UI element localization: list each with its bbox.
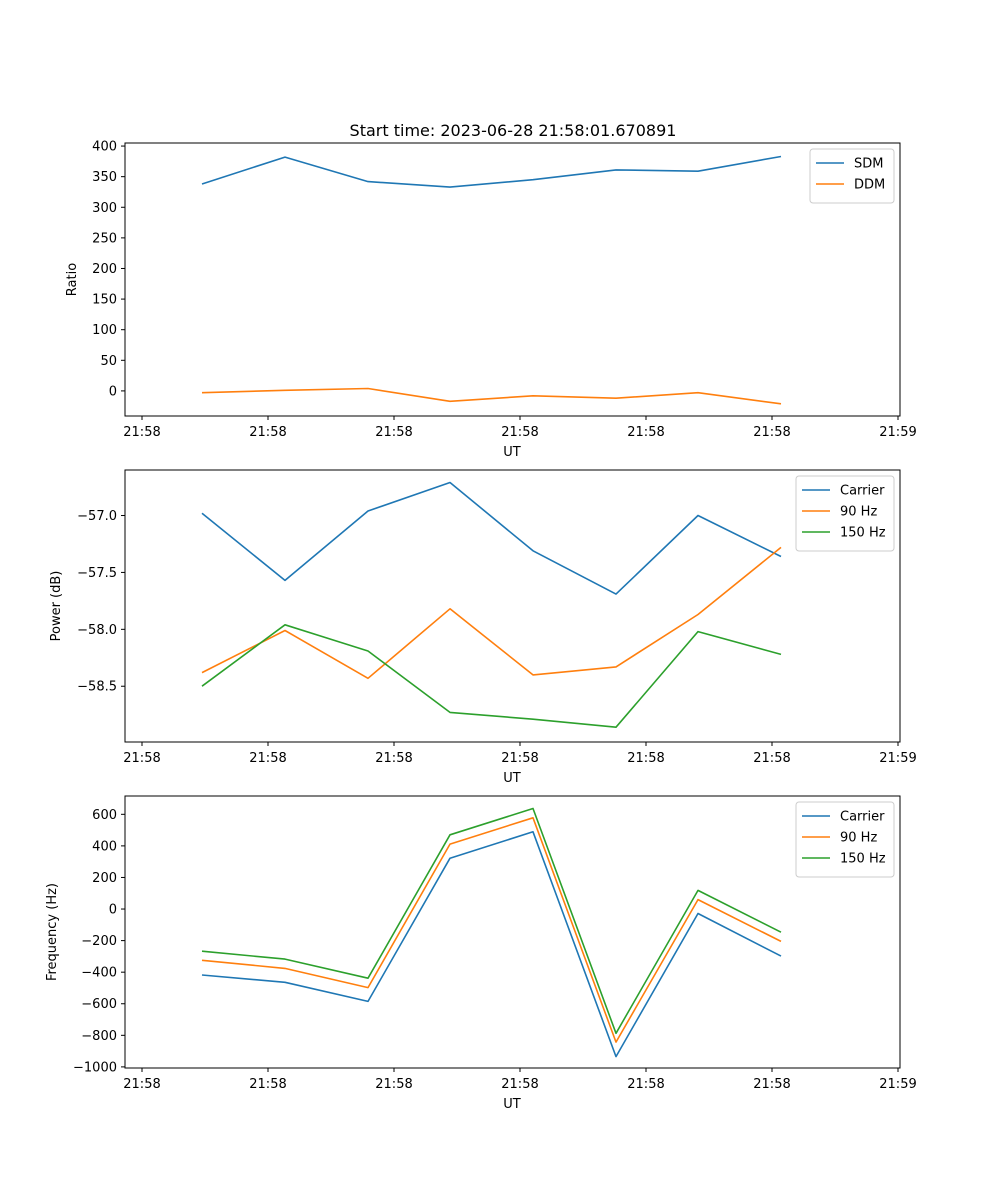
x-tick-label: 21:59 xyxy=(879,425,916,440)
series-line-ddm xyxy=(201,387,782,405)
y-axis-label: Ratio xyxy=(65,263,80,296)
legend-label: SDM xyxy=(854,157,883,172)
y-axis-label: Power (dB) xyxy=(49,571,64,642)
x-tick-label: 21:58 xyxy=(375,425,412,440)
x-tick-label: 21:58 xyxy=(249,751,286,766)
series-line-sdm xyxy=(201,155,782,188)
legend-label: Carrier xyxy=(840,484,885,499)
y-tick-label: 50 xyxy=(100,354,117,369)
x-tick-label: 21:58 xyxy=(375,751,412,766)
y-tick-label: 0 xyxy=(109,384,117,399)
series-line-carrier xyxy=(201,830,782,1058)
legend-label: DDM xyxy=(854,178,885,193)
subplot-ratio: 21:58 21:58 21:58 21:58 21:58 21:58 21:59 0 50 10… xyxy=(65,140,917,460)
y-tick-label: −58.0 xyxy=(77,623,117,638)
x-axis-label: UT xyxy=(503,445,521,460)
y-tick-label: −58.5 xyxy=(77,680,117,695)
figure-title: Start time: 2023-06-28 21:58:01.670891 xyxy=(350,121,677,140)
y-tick-label: −200 xyxy=(81,934,117,949)
legend-label: 150 Hz xyxy=(840,852,886,867)
subplot-frequency: 21:58 21:58 21:58 21:58 21:58 21:58 21:59 −1000… xyxy=(45,795,917,1112)
y-tick-label: 200 xyxy=(92,262,117,277)
x-tick-label: 21:58 xyxy=(753,1077,790,1092)
x-tick-label: 21:58 xyxy=(123,425,160,440)
y-axis-label: Frequency (Hz) xyxy=(45,883,60,981)
axes-frame xyxy=(124,142,901,417)
y-tick-label: −57.5 xyxy=(77,566,117,581)
x-tick-label: 21:58 xyxy=(627,1077,664,1092)
x-tick-label: 21:58 xyxy=(123,751,160,766)
series-line-150-hz xyxy=(201,623,782,729)
series-line-90-hz xyxy=(201,816,782,1043)
y-tick-label: 350 xyxy=(92,170,117,185)
y-tick-label: −1000 xyxy=(73,1060,117,1075)
x-tick-label: 21:58 xyxy=(249,425,286,440)
axes-frame xyxy=(124,469,901,743)
x-tick-label: 21:58 xyxy=(627,751,664,766)
x-tick-label: 21:58 xyxy=(753,425,790,440)
x-tick-label: 21:59 xyxy=(879,1077,916,1092)
legend-label: Carrier xyxy=(840,810,885,825)
y-tick-label: 250 xyxy=(92,231,117,246)
legend-label: 90 Hz xyxy=(840,831,877,846)
legend-label: 90 Hz xyxy=(840,505,877,520)
series-line-90-hz xyxy=(201,546,782,680)
y-tick-label: −800 xyxy=(81,1029,117,1044)
x-tick-label: 21:58 xyxy=(753,751,790,766)
x-tick-label: 21:58 xyxy=(375,1077,412,1092)
x-tick-label: 21:59 xyxy=(879,751,916,766)
x-tick-label: 21:58 xyxy=(249,1077,286,1092)
subplot-power: 21:58 21:58 21:58 21:58 21:58 21:58 21:59 −58.5… xyxy=(49,469,917,786)
y-tick-label: 100 xyxy=(92,323,117,338)
y-tick-label: −600 xyxy=(81,997,117,1012)
y-tick-label: −57.0 xyxy=(77,509,117,524)
legend-label: 150 Hz xyxy=(840,526,886,541)
y-tick-label: 400 xyxy=(92,839,117,854)
y-tick-label: 150 xyxy=(92,293,117,308)
x-tick-label: 21:58 xyxy=(501,1077,538,1092)
y-tick-label: 0 xyxy=(109,903,117,918)
x-axis-label: UT xyxy=(503,771,521,786)
x-tick-label: 21:58 xyxy=(501,751,538,766)
x-tick-label: 21:58 xyxy=(627,425,664,440)
x-axis-label: UT xyxy=(503,1097,521,1112)
y-tick-label: 200 xyxy=(92,871,117,886)
x-tick-label: 21:58 xyxy=(501,425,538,440)
y-tick-label: 400 xyxy=(92,140,117,155)
series-line-150-hz xyxy=(201,807,782,1035)
y-tick-label: 600 xyxy=(92,808,117,823)
series-line-carrier xyxy=(201,481,782,595)
y-tick-label: −400 xyxy=(81,966,117,981)
x-tick-label: 21:58 xyxy=(123,1077,160,1092)
axes-frame xyxy=(124,795,901,1069)
y-tick-label: 300 xyxy=(92,201,117,216)
